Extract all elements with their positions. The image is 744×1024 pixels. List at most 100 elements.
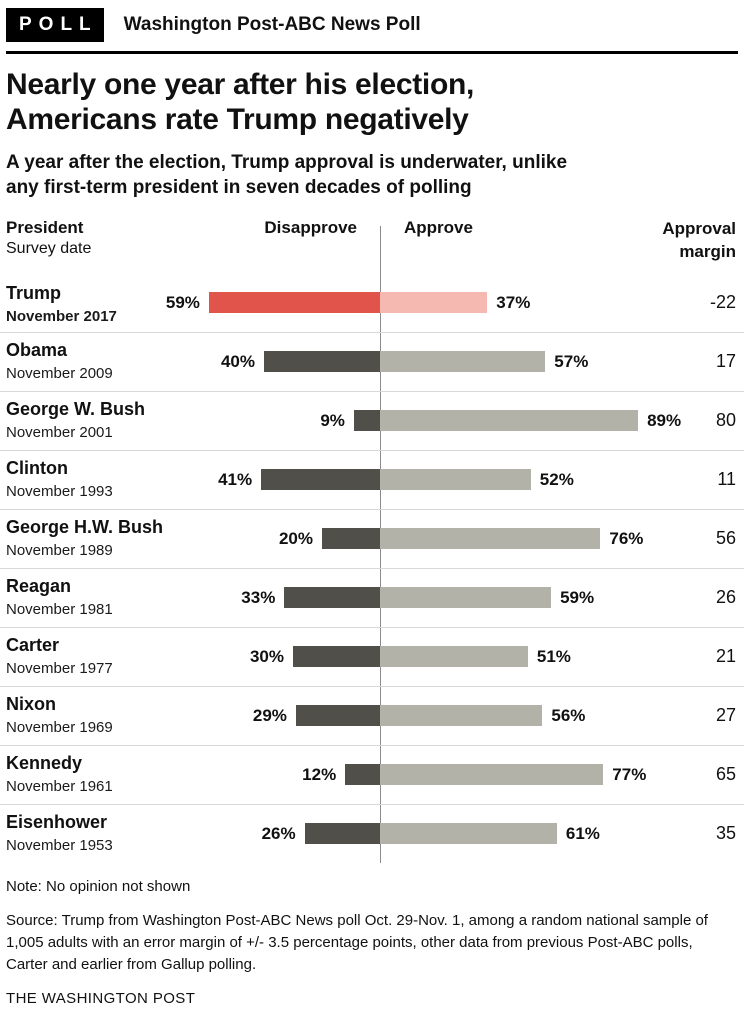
president-label-group: Kennedy November 1961 — [6, 753, 113, 795]
president-label-group: Carter November 1977 — [6, 635, 113, 677]
survey-date: November 1961 — [6, 778, 113, 796]
poll-row: Trump November 2017 59% 37% -22 — [0, 276, 744, 332]
column-headers: President Survey date Disapprove Approve… — [0, 216, 744, 276]
poll-row: Reagan November 1981 33% 59% 26 — [0, 568, 744, 627]
disapprove-bar — [304, 823, 380, 845]
approval-margin-value: 26 — [715, 587, 736, 608]
president-name: Reagan — [6, 576, 72, 597]
poll-source-title: Washington Post-ABC News Poll — [123, 14, 421, 35]
president-name: Clinton — [6, 458, 68, 479]
disapprove-value: 41% — [218, 470, 253, 490]
disapprove-value: 12% — [302, 765, 337, 785]
approve-value: 76% — [609, 529, 644, 549]
disapprove-bar — [284, 587, 380, 609]
president-label-group: Nixon November 1969 — [6, 694, 113, 736]
approve-value: 37% — [496, 293, 531, 313]
poll-row: Kennedy November 1961 12% 77% 65 — [0, 745, 744, 804]
president-label-group: Clinton November 1993 — [6, 458, 113, 500]
note-text: Note: No opinion not shown — [6, 878, 191, 896]
approve-bar — [380, 646, 528, 668]
survey-date: November 1969 — [6, 719, 113, 737]
approval-margin-value: 80 — [715, 410, 736, 431]
disapprove-bar — [353, 410, 380, 432]
disapprove-bar — [293, 646, 380, 668]
approve-bar — [380, 351, 546, 373]
disapprove-bar — [322, 528, 380, 550]
headline: Nearly one year after his election, Amer… — [6, 68, 475, 136]
approve-bar — [380, 587, 552, 609]
approve-bar — [380, 764, 604, 786]
president-label-group: Trump November 2017 — [6, 283, 117, 325]
president-name: Eisenhower — [6, 812, 108, 833]
president-name: Trump — [6, 283, 62, 304]
poll-row: George H.W. Bush November 1989 20% 76% 5… — [0, 509, 744, 568]
disapprove-value: 59% — [165, 293, 200, 313]
column-header-survey-date: Survey date — [6, 240, 92, 258]
disapprove-value: 40% — [220, 352, 255, 372]
poll-row: Nixon November 1969 29% 56% 27 — [0, 686, 744, 745]
approve-value: 56% — [551, 706, 586, 726]
survey-date: November 1953 — [6, 837, 113, 855]
disapprove-value: 30% — [249, 647, 284, 667]
publisher-footer: THE WASHINGTON POST — [6, 990, 196, 1008]
approval-margin-value: 35 — [715, 823, 736, 844]
disapprove-bar — [264, 351, 380, 373]
poll-row: George W. Bush November 2001 9% 89% 80 — [0, 391, 744, 450]
column-header-approval-margin: Approval margin — [662, 219, 736, 261]
approval-margin-value: 21 — [715, 646, 736, 667]
approval-margin-value: 27 — [715, 705, 736, 726]
approve-bar — [380, 528, 601, 550]
approve-bar — [380, 823, 557, 845]
president-name: Nixon — [6, 694, 57, 715]
president-name: Kennedy — [6, 753, 83, 774]
survey-date: November 1981 — [6, 601, 113, 619]
president-label-group: Obama November 2009 — [6, 340, 113, 382]
approve-bar — [380, 410, 639, 432]
approve-value: 89% — [647, 411, 682, 431]
approval-margin-value: -22 — [709, 292, 736, 313]
disapprove-bar — [295, 705, 380, 727]
survey-date: November 1989 — [6, 542, 113, 560]
source-text: Source: Trump from Washington Post-ABC N… — [6, 912, 708, 973]
survey-date: November 2001 — [6, 424, 113, 442]
survey-date: November 2017 — [6, 308, 117, 326]
disapprove-bar — [261, 469, 380, 491]
approve-bar — [380, 705, 543, 727]
poll-row: Clinton November 1993 41% 52% 11 — [0, 450, 744, 509]
president-name: George W. Bush — [6, 399, 146, 420]
column-header-disapprove: Disapprove — [264, 218, 357, 238]
approve-value: 77% — [612, 765, 647, 785]
survey-date: November 1993 — [6, 483, 113, 501]
disapprove-value: 9% — [320, 411, 345, 431]
approve-value: 57% — [554, 352, 589, 372]
president-name: Carter — [6, 635, 60, 656]
kicker-header: POLL Washington Post-ABC News Poll — [0, 0, 744, 51]
approve-bar — [380, 292, 488, 314]
survey-date: November 1977 — [6, 660, 113, 678]
president-label-group: George W. Bush November 2001 — [6, 399, 145, 441]
president-label-group: Eisenhower November 1953 — [6, 812, 113, 854]
disapprove-value: 20% — [278, 529, 313, 549]
president-label-group: George H.W. Bush November 1989 — [6, 517, 163, 559]
poll-row: Eisenhower November 1953 26% 61% 35 — [0, 804, 744, 863]
poll-badge: POLL — [6, 8, 104, 42]
poll-row: Carter November 1977 30% 51% 21 — [0, 627, 744, 686]
approve-value: 59% — [560, 588, 595, 608]
president-name: Obama — [6, 340, 68, 361]
approve-value: 52% — [539, 470, 574, 490]
approval-margin-value: 11 — [717, 469, 736, 490]
poll-row: Obama November 2009 40% 57% 17 — [0, 332, 744, 391]
approval-margin-value: 56 — [715, 528, 736, 549]
diverging-bar-chart: President Survey date Disapprove Approve… — [0, 216, 744, 864]
approve-value: 51% — [536, 647, 571, 667]
president-name: George H.W. Bush — [6, 517, 164, 538]
header-divider — [6, 51, 738, 54]
disapprove-bar — [208, 292, 380, 314]
approve-bar — [380, 469, 531, 491]
approval-margin-value: 65 — [715, 764, 736, 785]
disapprove-value: 26% — [261, 824, 296, 844]
column-header-president: President — [6, 218, 84, 238]
poll-rows: Trump November 2017 59% 37% -22 Obama No… — [0, 276, 744, 863]
approval-margin-value: 17 — [715, 351, 736, 372]
